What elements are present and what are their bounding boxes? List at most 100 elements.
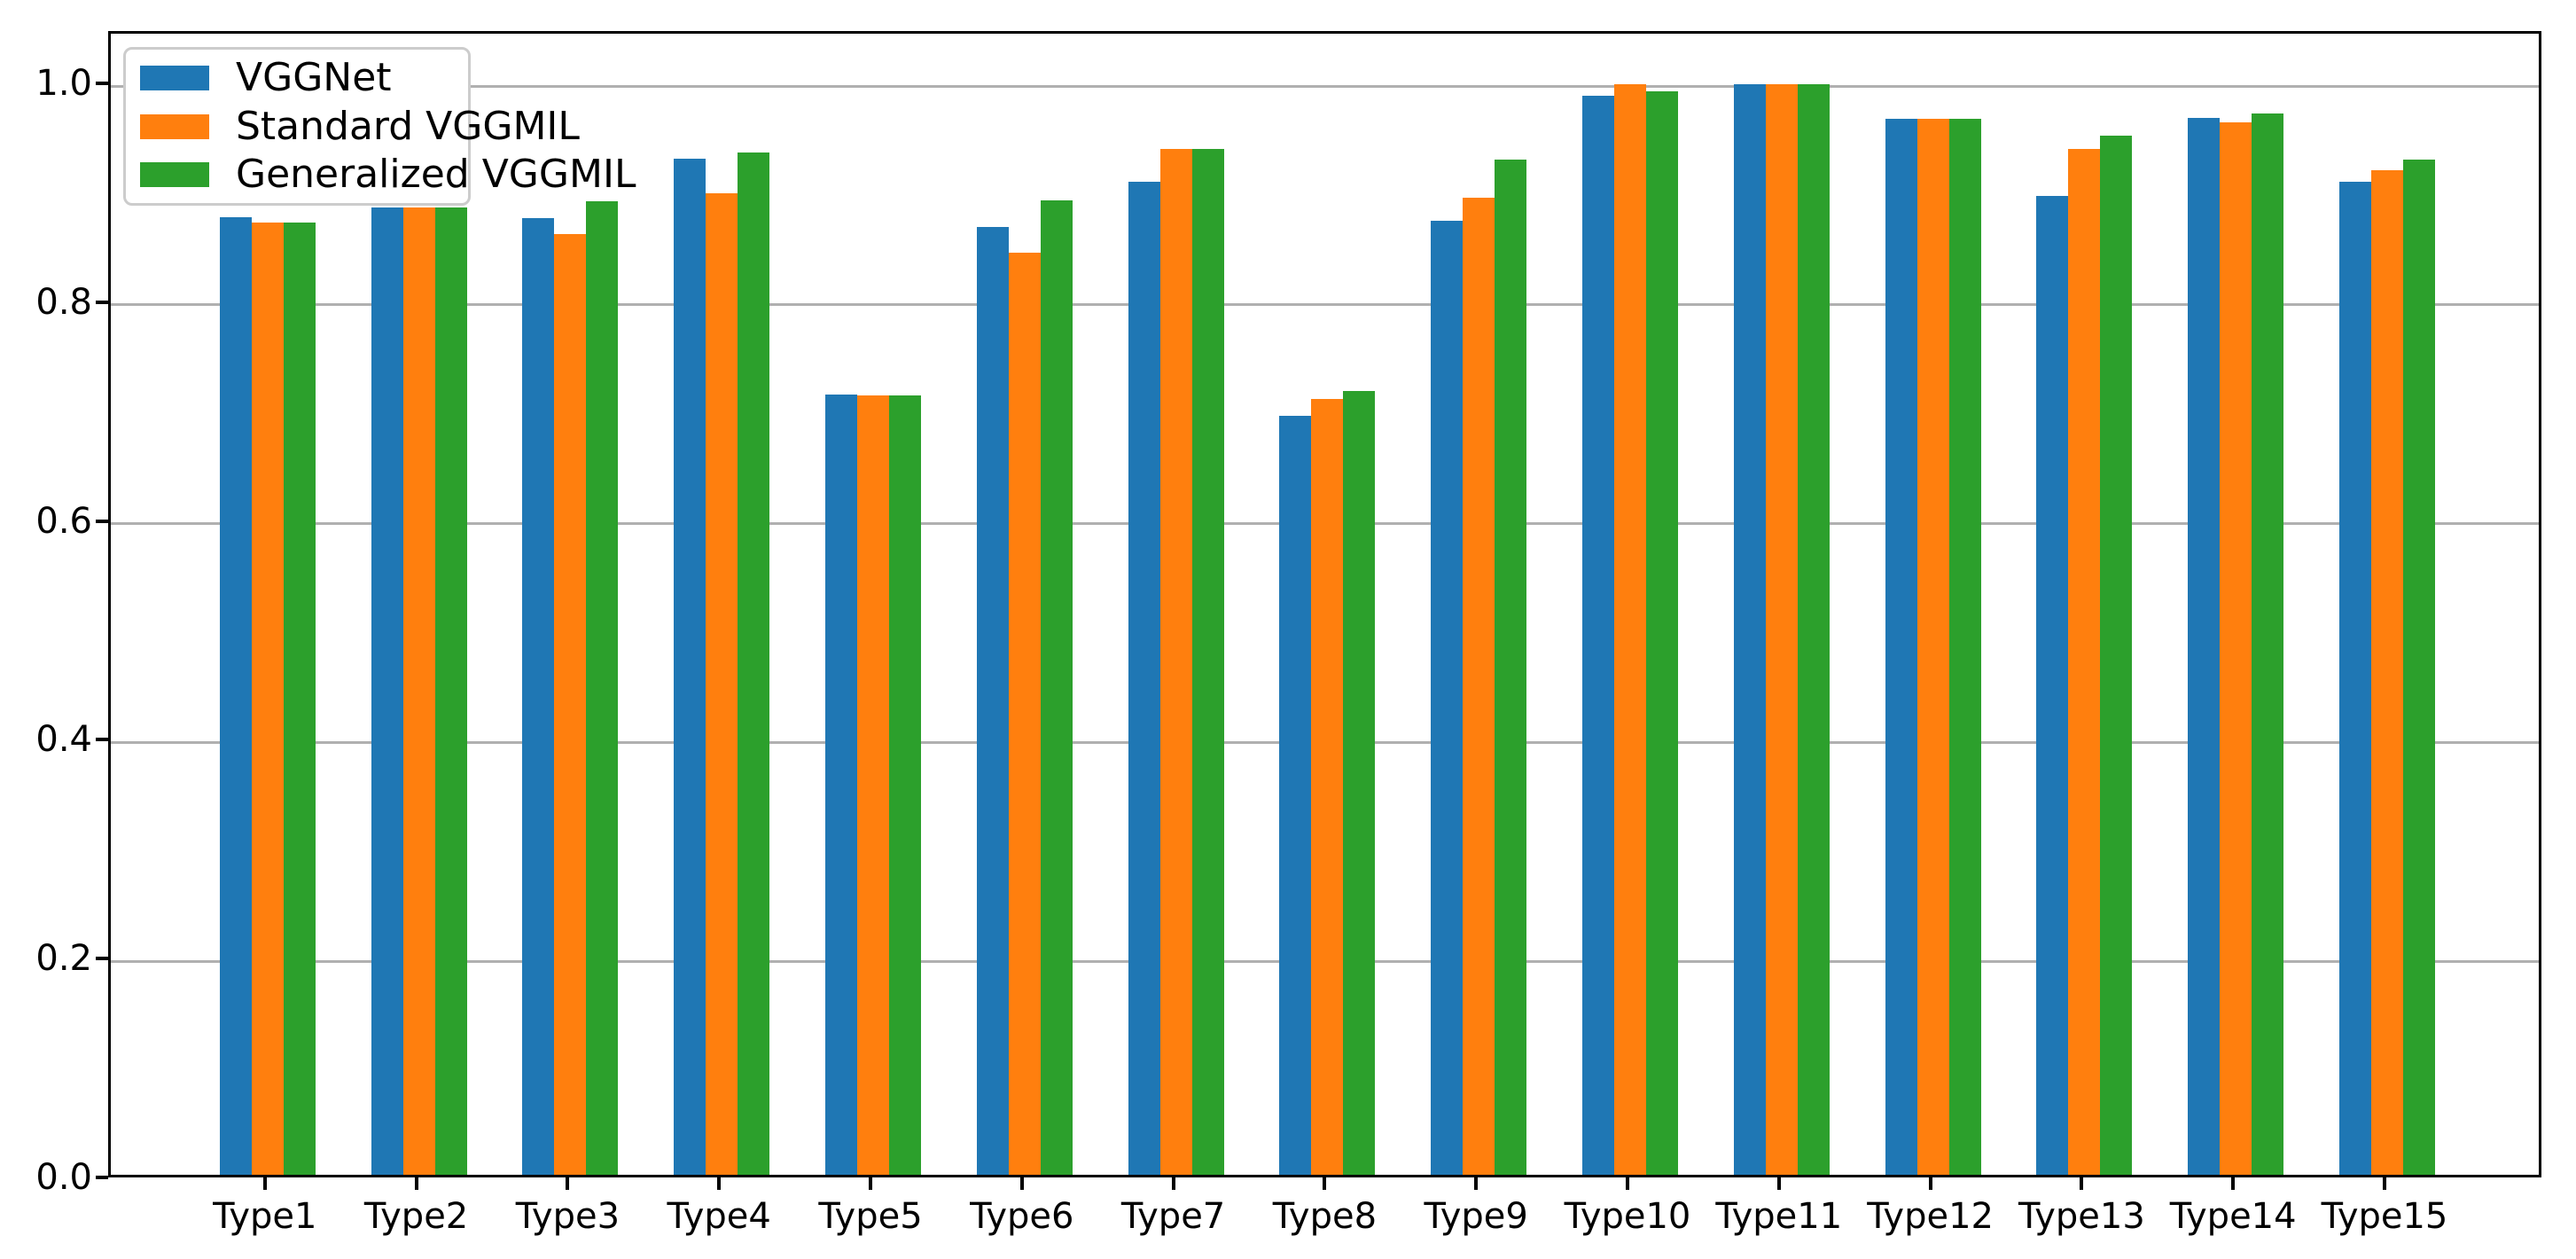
x-tick-label-type11: Type11	[1715, 1196, 1843, 1237]
bar-standard-vggmil-type15	[2371, 170, 2403, 1175]
bar-vggnet-type11	[1733, 83, 1766, 1175]
bar-generalized-vggmil-type4	[738, 152, 770, 1175]
bar-vggnet-type9	[1431, 220, 1464, 1175]
x-tick-mark	[2383, 1177, 2386, 1190]
bar-vggnet-type10	[1582, 96, 1614, 1175]
x-tick-label-type14: Type14	[2169, 1196, 2297, 1237]
bar-standard-vggmil-type1	[251, 223, 284, 1175]
bar-generalized-vggmil-type7	[1191, 148, 1224, 1175]
y-tick-mark	[96, 300, 108, 304]
legend-row-vggnet: VGGNet	[140, 59, 468, 98]
x-tick-label-type12: Type12	[1867, 1196, 1994, 1237]
x-tick-mark	[414, 1177, 418, 1190]
bar-standard-vggmil-type13	[2068, 148, 2101, 1175]
x-tick-label-type6: Type6	[970, 1196, 1074, 1237]
y-tick-label: 0.2	[35, 938, 92, 980]
gridline-1.0	[111, 84, 2539, 88]
x-tick-label-type4: Type4	[667, 1196, 771, 1237]
bar-generalized-vggmil-type6	[1040, 199, 1073, 1175]
bar-vggnet-type12	[1885, 119, 1917, 1175]
legend-label-vggnet: VGGNet	[236, 55, 392, 101]
legend-row-standard-vggmil: Standard VGGMIL	[140, 106, 580, 146]
bar-generalized-vggmil-type10	[1646, 91, 1678, 1175]
bar-standard-vggmil-type5	[857, 395, 889, 1175]
bar-standard-vggmil-type4	[706, 193, 738, 1175]
bar-vggnet-type4	[674, 158, 706, 1175]
bar-generalized-vggmil-type3	[586, 200, 619, 1175]
bar-vggnet-type3	[522, 218, 555, 1175]
y-tick-mark	[96, 82, 108, 85]
bar-vggnet-type14	[2188, 117, 2221, 1175]
legend-swatch-generalized-vggmil	[140, 161, 209, 187]
y-tick-label: 0.8	[35, 281, 92, 323]
x-tick-label-type13: Type13	[2018, 1196, 2145, 1237]
x-tick-label-type2: Type2	[363, 1196, 469, 1237]
legend-label-standard-vggmil: Standard VGGMIL	[236, 103, 580, 149]
x-tick-mark	[869, 1177, 872, 1190]
bar-vggnet-type2	[371, 207, 403, 1175]
x-tick-mark	[262, 1177, 267, 1190]
bar-vggnet-type6	[976, 227, 1009, 1175]
y-tick-mark	[96, 957, 108, 961]
bar-generalized-vggmil-type12	[1948, 119, 1981, 1175]
x-tick-label-type15: Type15	[2321, 1196, 2448, 1237]
bar-generalized-vggmil-type11	[1797, 83, 1830, 1175]
x-tick-mark	[2231, 1177, 2236, 1190]
x-tick-label-type5: Type5	[818, 1196, 923, 1237]
legend-row-generalized-vggmil: Generalized VGGMIL	[140, 154, 636, 194]
x-tick-mark	[2080, 1177, 2084, 1190]
y-tick-label: 0.0	[35, 1157, 92, 1198]
bar-vggnet-type7	[1128, 181, 1160, 1175]
x-tick-mark	[1323, 1177, 1327, 1190]
gridline-0.8	[111, 303, 2539, 307]
bar-standard-vggmil-type3	[554, 233, 587, 1175]
bar-vggnet-type1	[219, 217, 252, 1175]
bar-generalized-vggmil-type13	[2100, 135, 2133, 1175]
legend: VGGNet Standard VGGMIL Generalized VGGMI…	[123, 47, 636, 206]
bar-generalized-vggmil-type5	[889, 395, 921, 1175]
bar-standard-vggmil-type11	[1765, 83, 1798, 1175]
y-tick-label: 0.4	[35, 719, 92, 761]
y-tick-mark	[96, 519, 108, 523]
bar-vggnet-type5	[825, 395, 857, 1175]
bar-generalized-vggmil-type9	[1495, 159, 1527, 1175]
bar-standard-vggmil-type12	[1916, 119, 1949, 1175]
bar-standard-vggmil-type6	[1008, 252, 1041, 1175]
x-tick-label-type9: Type9	[1424, 1196, 1528, 1237]
legend-swatch-standard-vggmil	[140, 113, 209, 139]
bar-generalized-vggmil-type8	[1343, 391, 1376, 1175]
bar-standard-vggmil-type14	[2220, 121, 2252, 1175]
bar-generalized-vggmil-type2	[434, 207, 467, 1175]
x-tick-mark	[1474, 1177, 1479, 1190]
x-tick-mark	[1776, 1177, 1781, 1190]
bar-vggnet-type15	[2339, 181, 2371, 1175]
x-tick-label-type1: Type1	[213, 1196, 317, 1237]
bar-generalized-vggmil-type1	[283, 223, 316, 1175]
plot-area	[108, 31, 2541, 1177]
x-tick-label-type3: Type3	[515, 1196, 621, 1237]
bar-standard-vggmil-type10	[1614, 83, 1646, 1175]
x-tick-mark	[717, 1177, 722, 1190]
legend-swatch-vggnet	[140, 66, 209, 91]
x-tick-mark	[1019, 1177, 1024, 1190]
y-tick-label: 0.6	[35, 500, 92, 542]
y-tick-mark	[96, 738, 108, 742]
y-tick-mark	[96, 1176, 108, 1179]
x-tick-label-type8: Type8	[1272, 1196, 1378, 1237]
x-tick-label-type10: Type10	[1564, 1196, 1691, 1237]
bar-standard-vggmil-type2	[402, 207, 435, 1175]
bar-standard-vggmil-type9	[1463, 198, 1495, 1175]
x-tick-mark	[1626, 1177, 1629, 1190]
bar-generalized-vggmil-type15	[2403, 159, 2435, 1175]
legend-label-generalized-vggmil: Generalized VGGMIL	[236, 151, 636, 197]
x-tick-mark	[1171, 1177, 1175, 1190]
bar-vggnet-type13	[2036, 195, 2069, 1175]
bar-standard-vggmil-type7	[1159, 148, 1192, 1175]
bar-generalized-vggmil-type14	[2252, 113, 2284, 1175]
x-tick-mark	[1928, 1177, 1932, 1190]
y-tick-label: 1.0	[35, 63, 92, 104]
x-tick-mark	[566, 1177, 570, 1190]
bar-standard-vggmil-type8	[1311, 399, 1344, 1175]
x-tick-label-type7: Type7	[1120, 1196, 1226, 1237]
